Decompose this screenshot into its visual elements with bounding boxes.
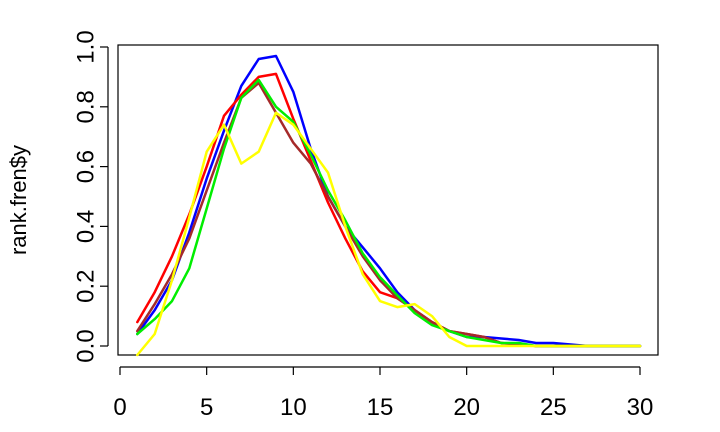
y-tick-label: 0.6 <box>73 150 100 183</box>
x-tick-label: 0 <box>113 394 126 421</box>
y-tick-label: 0.8 <box>73 90 100 123</box>
x-tick-label: 5 <box>200 394 213 421</box>
x-tick-label: 20 <box>453 394 480 421</box>
x-tick-label: 30 <box>627 394 654 421</box>
x-tick-label: 25 <box>540 394 567 421</box>
y-tick-label: 0.4 <box>73 210 100 243</box>
series-layer <box>136 54 642 357</box>
x-tick-label: 10 <box>280 394 307 421</box>
y-tick-label: 0.2 <box>73 270 100 303</box>
series-line-1 <box>136 54 642 348</box>
series-line-3 <box>136 81 642 348</box>
x-axis: 0 5 10 15 20 25 30 <box>113 366 654 421</box>
y-tick-label: 0.0 <box>73 329 100 362</box>
series-line-4 <box>136 78 642 348</box>
series-line-5 <box>136 111 642 357</box>
y-tick-label: 1.0 <box>73 30 100 63</box>
plot-frame <box>117 44 659 356</box>
y-axis-label: rank.fren$y <box>6 145 31 255</box>
y-axis: 0.0 0.2 0.4 0.6 0.8 1.0 <box>73 30 109 363</box>
x-tick-label: 15 <box>367 394 394 421</box>
